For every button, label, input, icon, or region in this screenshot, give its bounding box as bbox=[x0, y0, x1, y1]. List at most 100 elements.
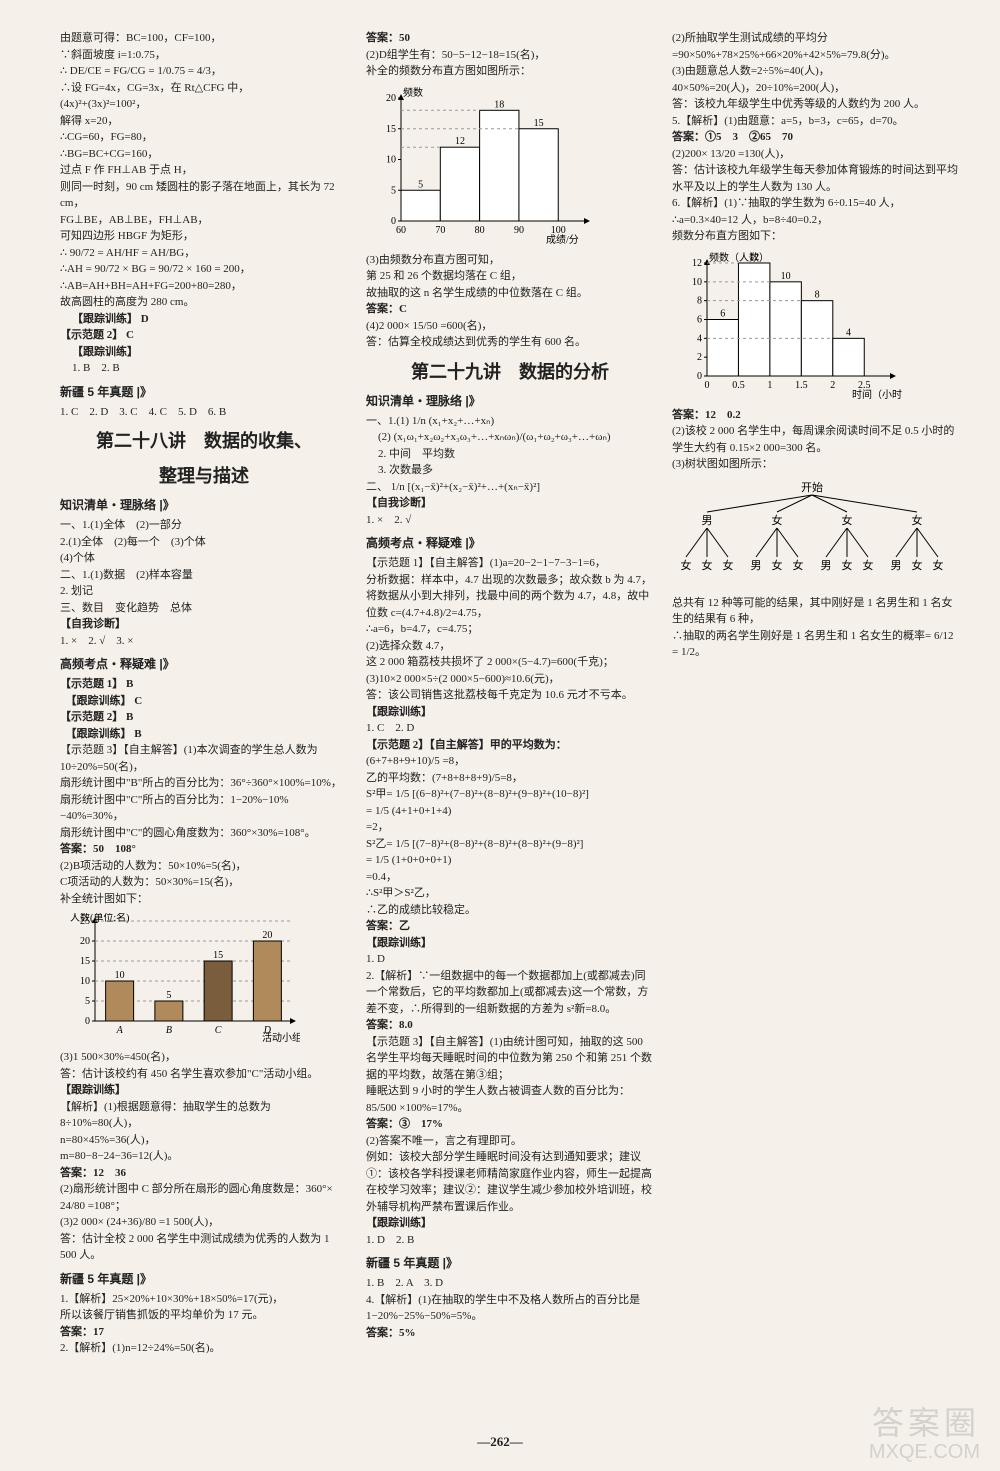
page-number: —262— bbox=[0, 1432, 1000, 1452]
text: 2.【解析】∵一组数据中的每一个数据都加上(或都减去)同一个常数后，它的平均数都… bbox=[366, 968, 654, 1018]
text: 2.(1)全体 (2)每一个 (3)个体 bbox=[60, 534, 348, 551]
svg-text:开始: 开始 bbox=[801, 480, 823, 494]
svg-text:10: 10 bbox=[115, 970, 125, 981]
text: 扇形统计图中"C"的圆心角度数为：360°×30%=108°。 bbox=[60, 825, 348, 842]
example-label: 【示范题 1】 B bbox=[60, 676, 348, 693]
text: ∴BG=BC+CG=160， bbox=[60, 146, 348, 163]
watermark-cn: 答案圈 bbox=[869, 1406, 980, 1441]
text: FG⊥BE，AB⊥BE，FH⊥AB， bbox=[60, 212, 348, 229]
example-label: 【示范题 2】 B bbox=[60, 709, 348, 726]
text: (2)D组学生有：50−5−12−18=15(名)， bbox=[366, 47, 654, 64]
text: 3. 次数最多 bbox=[366, 462, 654, 479]
text: 一、1.(1)全体 (2)一部分 bbox=[60, 517, 348, 534]
text: ∴抽取的两名学生刚好是 1 名男生和 1 名女生的概率= 6/12 = 1/2。 bbox=[672, 628, 960, 661]
text: (4)个体 bbox=[60, 550, 348, 567]
text: ∴AB=AH+BH=AH+FG=200+80=280， bbox=[60, 278, 348, 295]
text: S²甲= 1/5 [(6−8)²+(7−8)²+(8−8)²+(9−8)²+(1… bbox=[366, 786, 654, 803]
track-label: 【跟踪训练】 C bbox=[60, 693, 348, 710]
text: (3)树状图如图所示： bbox=[672, 456, 960, 473]
svg-text:4: 4 bbox=[697, 333, 702, 344]
text: 答：估计该校约有 450 名学生喜欢参加"C"活动小组。 bbox=[60, 1066, 348, 1083]
section-heading: 知识清单・理脉络 |》 bbox=[60, 496, 348, 514]
text: 2. 划记 bbox=[60, 583, 348, 600]
answer: 答案：5% bbox=[366, 1325, 654, 1342]
text: 乙的平均数：(7+8+8+8+9)/5=8， bbox=[366, 770, 654, 787]
text: 补全的频数分布直方图如图所示： bbox=[366, 63, 654, 80]
text: 答：估算全校成绩达到优秀的学生有 600 名。 bbox=[366, 334, 654, 351]
svg-text:5: 5 bbox=[391, 185, 396, 196]
svg-text:5: 5 bbox=[166, 990, 171, 1001]
svg-text:成绩/分: 成绩/分 bbox=[546, 233, 579, 246]
text: 5.【解析】(1)由题意：a=5，b=3，c=65，d=70。 bbox=[672, 113, 960, 130]
text: (2)答案不唯一，言之有理即可。 bbox=[366, 1133, 654, 1150]
text: ∴ DE/CE = FG/CG = 1/0.75 = 4/3， bbox=[60, 63, 348, 80]
histogram-reading-time: 024681012612108400.511.522.5频数（人数）时间（小时） bbox=[672, 251, 960, 401]
svg-text:15: 15 bbox=[213, 950, 223, 961]
text: 故抽取的这 n 名学生成绩的中位数落在 C 组。 bbox=[366, 285, 654, 302]
track-label: 【跟踪训练】 B bbox=[60, 726, 348, 743]
answer: 答案：12 0.2 bbox=[672, 407, 960, 424]
lesson-29-title: 第二十九讲 数据的分析 bbox=[366, 359, 654, 386]
text: 一、1.(1) 1/n (x₁+x₂+…+xₙ) bbox=[366, 413, 654, 430]
text: 频数分布直方图如下： bbox=[672, 228, 960, 245]
track-label: 【跟踪训练】 bbox=[60, 1082, 348, 1099]
svg-text:女: 女 bbox=[933, 558, 944, 572]
svg-text:女: 女 bbox=[772, 558, 783, 572]
track-label: 【跟踪训练】 bbox=[366, 1215, 654, 1232]
text: 解得 x=20， bbox=[60, 113, 348, 130]
text: ∵斜面坡度 i=1:0.75， bbox=[60, 47, 348, 64]
svg-text:70: 70 bbox=[435, 225, 445, 236]
svg-text:1.5: 1.5 bbox=[795, 380, 808, 391]
text: 【示范题 3】【自主解答】(1)本次调查的学生总人数为 10÷20%=50(名)… bbox=[60, 742, 348, 775]
svg-text:人数(单位:名): 人数(单位:名) bbox=[70, 913, 129, 924]
answer: 答案：17 bbox=[60, 1324, 348, 1341]
svg-text:频数（人数）: 频数（人数） bbox=[709, 251, 769, 264]
text: ∴AH = 90/72 × BG = 90/72 × 160 = 200， bbox=[60, 261, 348, 278]
text: (3)10×2 000×5÷(2 000×5−600)≈10.6(元)， bbox=[366, 671, 654, 688]
svg-text:女: 女 bbox=[842, 513, 853, 527]
col1-solution: 由题意可得：BC=100，CF=100， ∵斜面坡度 i=1:0.75， ∴ D… bbox=[60, 30, 348, 311]
text: 答：估计该校九年级学生每天参加体育锻炼的时间达到平均水平及以上的学生人数为 13… bbox=[672, 162, 960, 195]
answer: 答案：50 108° bbox=[60, 841, 348, 858]
track-label: 【跟踪训练】 bbox=[366, 704, 654, 721]
text: ∴乙的成绩比较稳定。 bbox=[366, 902, 654, 919]
text: 2.【解析】(1)n=12÷24%=50(名)。 bbox=[60, 1340, 348, 1357]
svg-text:6: 6 bbox=[720, 308, 725, 319]
text: 分析数据：样本中，4.7 出现的次数最多；故众数 b 为 4.7， bbox=[366, 572, 654, 589]
text: = 1/5 (1+0+0+0+1) bbox=[366, 852, 654, 869]
svg-text:女: 女 bbox=[772, 513, 783, 527]
svg-text:女: 女 bbox=[681, 558, 692, 572]
text: C项活动的人数为：50×30%=15(名)， bbox=[60, 874, 348, 891]
text: (3)1 500×30%=450(名)， bbox=[60, 1049, 348, 1066]
text: (2)该校 2 000 名学生中，每周课余阅读时间不足 0.5 小时的学生大约有… bbox=[672, 423, 960, 456]
svg-text:1: 1 bbox=[767, 380, 772, 391]
text: ∴a=0.3×40=12 人，b=8÷40=0.2， bbox=[672, 212, 960, 229]
svg-text:女: 女 bbox=[723, 558, 734, 572]
svg-text:2: 2 bbox=[697, 352, 702, 363]
svg-text:6: 6 bbox=[697, 314, 702, 325]
text: 睡眠达到 9 小时的学生人数占被调查人数的百分比为：85/500 ×100%=1… bbox=[366, 1083, 654, 1116]
svg-text:B: B bbox=[166, 1025, 172, 1036]
svg-text:10: 10 bbox=[692, 276, 702, 287]
answer-list: 1. C 2. D 3. C 4. C 5. D 6. B bbox=[60, 404, 348, 421]
svg-text:20: 20 bbox=[80, 936, 90, 947]
text: ∴S²甲＞S²乙， bbox=[366, 885, 654, 902]
svg-text:女: 女 bbox=[863, 558, 874, 572]
svg-text:0.5: 0.5 bbox=[732, 380, 745, 391]
svg-text:活动小组: 活动小组 bbox=[262, 1031, 300, 1043]
svg-text:0: 0 bbox=[697, 371, 702, 382]
svg-text:10: 10 bbox=[386, 154, 396, 165]
svg-text:男: 男 bbox=[891, 560, 902, 572]
self-test-heading: 【自我诊断】 bbox=[60, 616, 348, 633]
text: 总共有 12 种等可能的结果，其中刚好是 1 名男生和 1 名女生的结果有 6 … bbox=[672, 595, 960, 628]
answer-list: 1. B 2. B bbox=[60, 360, 348, 377]
lesson-28-title: 整理与描述 bbox=[60, 463, 348, 490]
svg-text:5: 5 bbox=[418, 179, 423, 190]
text: 所以该餐厅销售抓饭的平均单价为 17 元。 bbox=[60, 1307, 348, 1324]
text: 【解析】(1)根据题意得：抽取学生的总数为 8÷10%=80(人)， bbox=[60, 1099, 348, 1132]
answer-list: 1. × 2. √ bbox=[366, 512, 654, 529]
svg-text:18: 18 bbox=[494, 99, 504, 110]
svg-text:15: 15 bbox=[386, 123, 396, 134]
svg-text:0: 0 bbox=[85, 1016, 90, 1027]
example-label: 【示范题 2】 C bbox=[60, 327, 348, 344]
